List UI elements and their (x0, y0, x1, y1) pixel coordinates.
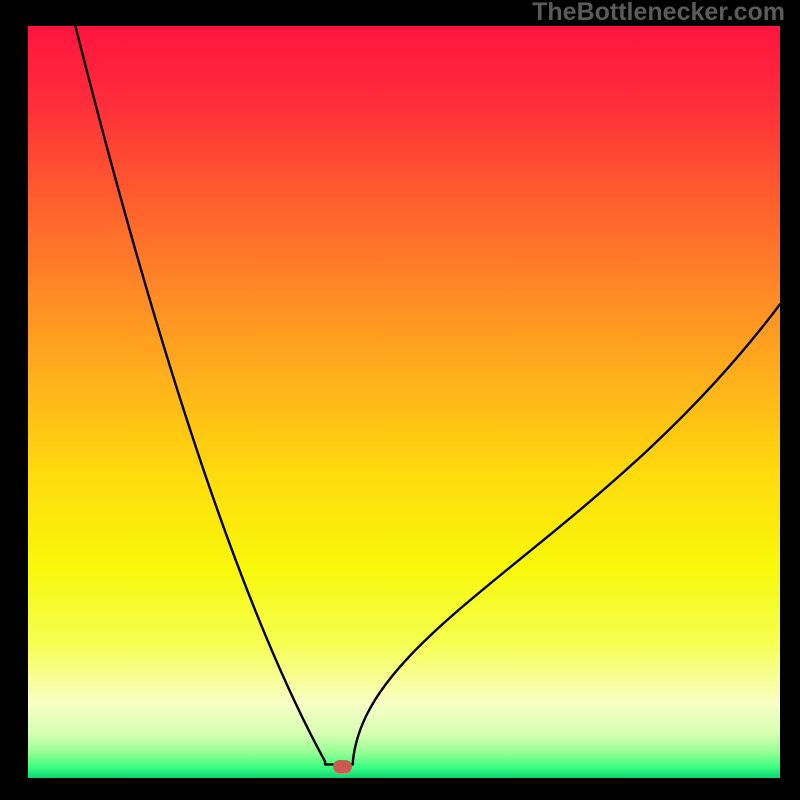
chart-frame: TheBottlenecker.com (0, 0, 800, 800)
border-bottom (0, 778, 800, 800)
watermark-text: TheBottlenecker.com (532, 0, 785, 27)
border-right (780, 0, 800, 800)
bottleneck-curve (28, 26, 780, 778)
border-left (0, 0, 28, 800)
plot-area (28, 26, 780, 778)
optimal-point-marker (333, 760, 353, 774)
